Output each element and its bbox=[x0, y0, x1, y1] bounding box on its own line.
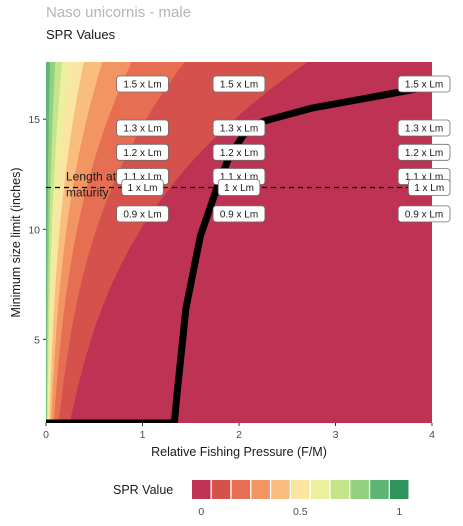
lm-label-text: 1 x Lm bbox=[414, 183, 444, 194]
lm-label-box bbox=[217, 179, 261, 196]
legend-swatch bbox=[350, 480, 369, 499]
x-tick-label: 2 bbox=[236, 429, 242, 441]
lm-label-text: 1 x Lm bbox=[127, 183, 157, 194]
lm-label-text: 1.5 x Lm bbox=[220, 80, 258, 91]
x-tick-label: 0 bbox=[43, 429, 49, 441]
y-tick-label: 10 bbox=[28, 224, 40, 236]
lm-label-box bbox=[212, 205, 266, 223]
lm-label-box bbox=[212, 119, 266, 137]
lm-label: 1.5 x Lm bbox=[212, 75, 266, 93]
lm-label-text: 1.2 x Lm bbox=[220, 148, 258, 159]
lm-label-box bbox=[116, 205, 169, 223]
lm-label-box bbox=[397, 143, 451, 161]
x-tick-label: 4 bbox=[429, 429, 435, 441]
y-axis-title: Minimum size limit (inches) bbox=[9, 167, 23, 317]
lm-label-box bbox=[407, 179, 451, 196]
spr-band bbox=[46, 62, 50, 423]
legend-tick-label: 0 bbox=[198, 506, 204, 518]
lm-label: 0.9 x Lm bbox=[116, 205, 169, 223]
x-axis-title: Relative Fishing Pressure (F/M) bbox=[151, 445, 327, 459]
lm-label: 1 x Lm bbox=[217, 179, 261, 196]
lm-label: 1.5 x Lm bbox=[116, 75, 169, 93]
lm-label-box bbox=[212, 75, 266, 93]
lm-label-box bbox=[121, 179, 164, 196]
legend-swatch bbox=[390, 480, 409, 499]
lm-label-box bbox=[397, 119, 451, 137]
lm-label-text: 1 x Lm bbox=[224, 183, 254, 194]
lm-label-text: 1.5 x Lm bbox=[123, 80, 161, 91]
y-tick-label: 5 bbox=[34, 334, 40, 346]
lm-label-box bbox=[116, 75, 169, 93]
lm-label-text: 1.3 x Lm bbox=[123, 124, 161, 135]
legend-title: SPR Value bbox=[113, 483, 173, 497]
legend-swatch bbox=[370, 480, 389, 499]
legend-swatch bbox=[211, 480, 231, 499]
lm-label-box bbox=[116, 119, 169, 137]
legend-swatch bbox=[251, 480, 270, 499]
legend-swatch bbox=[231, 480, 251, 499]
lm-label-box bbox=[397, 75, 451, 93]
lm-label: 1.5 x Lm bbox=[397, 75, 451, 93]
legend-tick-label: 0.5 bbox=[293, 506, 308, 518]
x-tick-label: 3 bbox=[333, 429, 339, 441]
chart-title: Naso unicornis - male bbox=[46, 4, 192, 21]
y-tick-label: 15 bbox=[28, 114, 40, 126]
maturity-label-line: maturity bbox=[66, 185, 109, 199]
lm-label: 0.9 x Lm bbox=[212, 205, 266, 223]
lm-label-text: 0.9 x Lm bbox=[123, 210, 161, 221]
maturity-label-line: Length at bbox=[66, 169, 117, 183]
lm-label: 1 x Lm bbox=[121, 179, 164, 196]
lm-label-text: 1.2 x Lm bbox=[123, 148, 161, 159]
lm-label-text: 1.2 x Lm bbox=[405, 148, 443, 159]
lm-label-text: 1.1 x Lm bbox=[405, 172, 443, 183]
legend-swatch bbox=[192, 480, 211, 499]
lm-label-box bbox=[397, 205, 451, 223]
lm-label-text: 1.3 x Lm bbox=[405, 124, 443, 135]
legend-swatch bbox=[271, 480, 290, 499]
lm-label: 0.9 x Lm bbox=[397, 205, 451, 223]
lm-label-text: 1.1 x Lm bbox=[123, 172, 161, 183]
lm-label: 1.2 x Lm bbox=[212, 143, 266, 161]
legend-tick-label: 1 bbox=[396, 506, 402, 518]
lm-label: 1.3 x Lm bbox=[212, 119, 266, 137]
lm-label-text: 0.9 x Lm bbox=[405, 210, 443, 221]
lm-label: 1.2 x Lm bbox=[397, 143, 451, 161]
lm-label: 1.2 x Lm bbox=[116, 143, 169, 161]
lm-label-box bbox=[212, 143, 266, 161]
lm-label-text: 0.9 x Lm bbox=[220, 210, 258, 221]
chart-subtitle: SPR Values bbox=[46, 27, 116, 42]
lm-label: 1 x Lm bbox=[407, 179, 451, 196]
legend-swatch bbox=[291, 480, 310, 499]
legend-swatch bbox=[330, 480, 350, 499]
lm-label-text: 1.5 x Lm bbox=[405, 80, 443, 91]
lm-label-text: 1.3 x Lm bbox=[220, 124, 258, 135]
lm-label-box bbox=[116, 143, 169, 161]
maturity-label: Length at maturity bbox=[66, 169, 117, 199]
x-tick-label: 1 bbox=[140, 429, 146, 441]
legend-swatch bbox=[310, 480, 330, 499]
lm-label: 1.3 x Lm bbox=[397, 119, 451, 137]
lm-label: 1.3 x Lm bbox=[116, 119, 169, 137]
lm-label-text: 1.1 x Lm bbox=[220, 172, 258, 183]
